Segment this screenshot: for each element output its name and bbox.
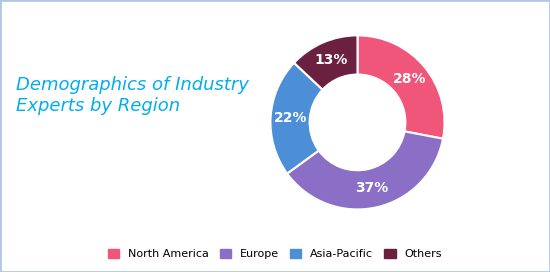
Text: 28%: 28% [393,72,426,86]
Text: 37%: 37% [356,181,389,195]
Text: 22%: 22% [273,111,307,125]
Wedge shape [358,35,444,139]
Wedge shape [287,131,443,209]
Text: 13%: 13% [314,54,348,67]
Legend: North America, Europe, Asia-Pacific, Others: North America, Europe, Asia-Pacific, Oth… [103,245,447,264]
Wedge shape [271,63,323,174]
Wedge shape [294,35,358,90]
Text: Demographics of Industry
Experts by Region: Demographics of Industry Experts by Regi… [16,76,249,115]
